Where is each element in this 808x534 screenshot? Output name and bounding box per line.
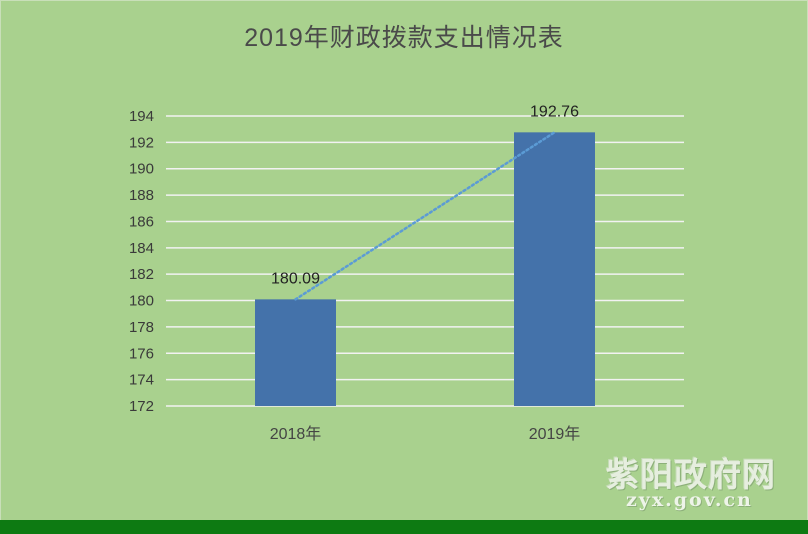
y-tick-label: 190 [129,161,154,178]
y-tick-label: 178 [129,319,154,336]
gridlines [166,115,684,407]
x-axis-categories: 2018年 2019年 [270,425,581,443]
y-tick-label: 172 [129,398,154,415]
y-tick-label: 188 [129,187,154,204]
x-category-label: 2019年 [529,425,581,443]
y-tick-label: 182 [129,266,154,283]
data-label: 180.09 [271,270,320,287]
watermark-site-name: 紫阳政府网 [606,455,776,494]
data-label: 192.76 [530,103,579,120]
y-tick-label: 176 [129,345,154,362]
y-tick-label: 194 [129,108,154,125]
bar-1 [255,299,336,406]
y-tick-label: 184 [129,240,154,257]
trendline [294,131,556,301]
data-labels: 180.09 192.76 [271,103,579,287]
watermark-site-url: zyx.gov.cn [626,489,753,511]
chart-title: 2019年财政拨款支出情况表 [244,24,564,52]
trendline-group [294,131,556,301]
y-tick-label: 186 [129,213,154,230]
bars [255,132,595,406]
bar-2 [514,132,595,406]
x-category-label: 2018年 [270,425,322,443]
y-axis-ticks: 172 174 176 178 180 182 184 186 188 190 192 194 [129,108,154,415]
y-tick-label: 180 [129,293,154,310]
y-tick-label: 174 [129,372,154,389]
footer-bar [0,520,808,534]
y-tick-label: 192 [129,134,154,151]
